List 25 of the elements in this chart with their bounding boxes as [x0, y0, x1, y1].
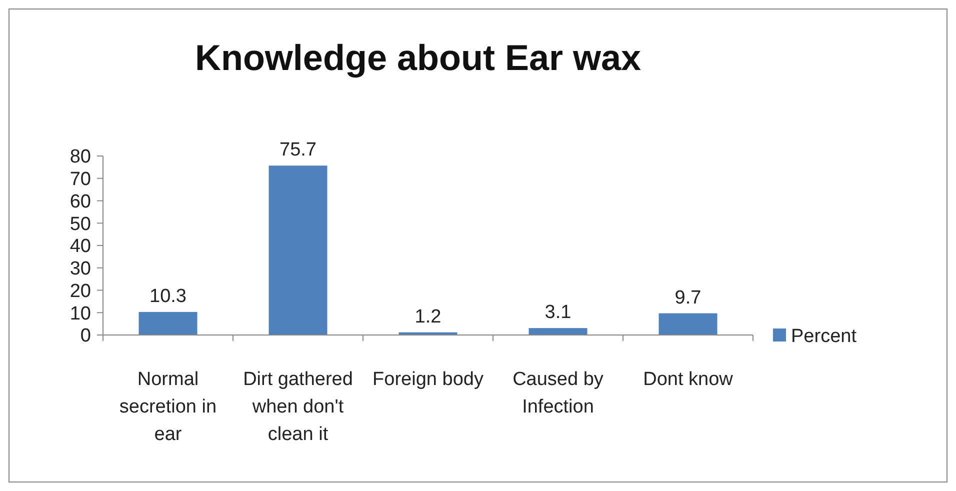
- x-tick-label: Caused by Infection: [512, 369, 604, 418]
- legend-label: Percent: [791, 326, 858, 348]
- bar: [138, 312, 198, 335]
- data-label: 1.2: [414, 306, 442, 328]
- bar: [658, 313, 718, 335]
- y-tick-label: 30: [70, 258, 91, 280]
- x-tick-label: Normal secretion in ear: [119, 369, 217, 446]
- y-tick-label: 10: [70, 303, 91, 324]
- y-tick-label: 50: [70, 214, 91, 235]
- y-tick-label: 40: [70, 236, 91, 258]
- x-tick-label: Dirt gathered when don't clean it: [243, 369, 353, 446]
- bar: [528, 328, 588, 335]
- x-tick-label: Foreign body: [372, 369, 484, 390]
- data-label: 3.1: [544, 302, 572, 324]
- y-tick-label: 0: [80, 326, 91, 347]
- x-tick-label: Dont know: [643, 369, 734, 390]
- y-tick-label: 60: [70, 191, 91, 212]
- chart-title: Knowledge about Ear wax: [194, 37, 642, 78]
- y-tick-label: 70: [70, 169, 91, 190]
- data-label: 10.3: [150, 286, 186, 307]
- y-tick-label: 20: [70, 280, 91, 302]
- y-tick-label: 80: [70, 146, 91, 168]
- data-label: 9.7: [674, 287, 702, 308]
- bar: [268, 166, 328, 335]
- data-label: 75.7: [280, 140, 316, 161]
